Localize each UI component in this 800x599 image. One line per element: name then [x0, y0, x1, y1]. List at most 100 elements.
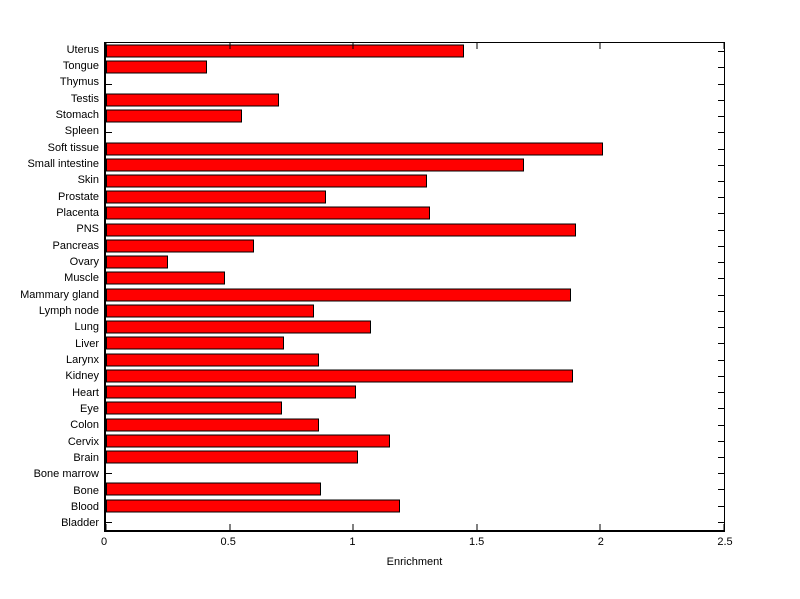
y-tick-right	[718, 408, 724, 410]
bar	[106, 385, 356, 399]
y-axis-label: PNS	[76, 223, 99, 236]
bar	[106, 44, 465, 58]
bar	[106, 320, 371, 334]
y-axis-label: Blood	[70, 500, 99, 513]
x-tick	[229, 524, 231, 530]
bar-row	[106, 416, 724, 432]
bar-row	[106, 43, 724, 59]
y-tick-left	[106, 473, 112, 475]
y-tick-right	[718, 473, 724, 475]
y-tick-right	[718, 424, 724, 426]
bar	[106, 158, 524, 172]
bar	[106, 271, 225, 285]
y-tick-right	[718, 327, 724, 329]
y-axis-label: Tongue	[62, 59, 99, 72]
bar	[106, 223, 576, 237]
bar-row	[106, 254, 724, 270]
y-axis-label: Small intestine	[27, 157, 99, 170]
x-tick	[105, 43, 107, 49]
bar-row	[106, 287, 724, 303]
x-tick	[229, 43, 231, 49]
y-axis-label: Ovary	[69, 255, 99, 268]
y-axis-label: Mammary gland	[20, 288, 99, 301]
bar-row	[106, 205, 724, 221]
x-axis-tick-labels: 0 0.5 1 1.5 2 2.5	[0, 537, 800, 551]
y-tick-right	[718, 51, 724, 53]
y-axis-label: Liver	[75, 337, 99, 350]
y-axis-label: Thymus	[59, 76, 99, 89]
x-tick	[105, 524, 107, 530]
y-tick-right	[718, 343, 724, 345]
x-tick-label: 1.5	[468, 536, 485, 548]
bar-row	[106, 75, 724, 91]
y-axis-label: Lung	[74, 321, 99, 334]
y-tick-right	[718, 229, 724, 231]
y-tick-right	[718, 521, 724, 523]
x-tick	[352, 43, 354, 49]
bar-row	[106, 189, 724, 205]
y-tick-right	[718, 245, 724, 247]
bar	[106, 418, 319, 431]
bar	[106, 239, 255, 253]
bar-rows	[106, 43, 724, 530]
bar-row	[106, 59, 724, 75]
y-axis-label: Testis	[70, 92, 99, 105]
bar-row	[106, 157, 724, 173]
x-tick	[723, 524, 725, 530]
bar-row	[106, 433, 724, 449]
bar-row	[106, 481, 724, 497]
plot-area	[104, 42, 725, 532]
y-tick-right	[718, 505, 724, 507]
y-axis-label: Muscle	[64, 272, 99, 285]
y-tick-right	[718, 67, 724, 69]
bar-row	[106, 222, 724, 238]
y-axis-label: Uterus	[66, 43, 99, 56]
x-axis-title: Enrichment	[386, 556, 443, 568]
y-tick-right	[718, 310, 724, 312]
bar	[106, 93, 280, 107]
bar-row	[106, 514, 724, 530]
bar	[106, 255, 168, 269]
bar-row	[106, 400, 724, 416]
y-axis-label: Placenta	[56, 206, 99, 219]
y-tick-right	[718, 164, 724, 166]
bar	[106, 206, 430, 220]
x-tick-label: 1	[349, 536, 356, 548]
bar-row	[106, 351, 724, 367]
y-tick-right	[718, 392, 724, 394]
y-tick-right	[718, 83, 724, 85]
x-tick	[599, 524, 601, 530]
bar-row	[106, 92, 724, 108]
y-tick-right	[718, 278, 724, 280]
y-tick-left	[106, 132, 112, 134]
y-tick-left	[106, 83, 112, 85]
y-axis-label: Skin	[77, 174, 99, 187]
y-tick-right	[718, 262, 724, 264]
y-tick-right	[718, 375, 724, 377]
bar-row	[106, 303, 724, 319]
x-tick	[476, 43, 478, 49]
bar	[106, 401, 282, 415]
y-axis-label: Larynx	[65, 353, 99, 366]
bar-row	[106, 140, 724, 156]
bar	[106, 499, 401, 513]
y-tick-right	[718, 99, 724, 101]
y-tick-right	[718, 132, 724, 134]
x-tick-label: 0	[100, 536, 108, 548]
bar-row	[106, 384, 724, 400]
bar	[106, 482, 322, 496]
bar-row	[106, 270, 724, 286]
y-tick-left	[106, 521, 112, 523]
y-tick-right	[718, 213, 724, 215]
bar-row	[106, 238, 724, 254]
y-axis-label: Soft tissue	[47, 141, 99, 154]
y-tick-right	[718, 294, 724, 296]
y-tick-right	[718, 489, 724, 491]
y-axis-label: Stomach	[55, 108, 99, 121]
bar	[106, 174, 428, 188]
bar-row	[106, 498, 724, 514]
y-axis-label: Cervix	[67, 435, 99, 448]
bar	[106, 142, 603, 156]
y-axis-label: Prostate	[58, 190, 99, 203]
